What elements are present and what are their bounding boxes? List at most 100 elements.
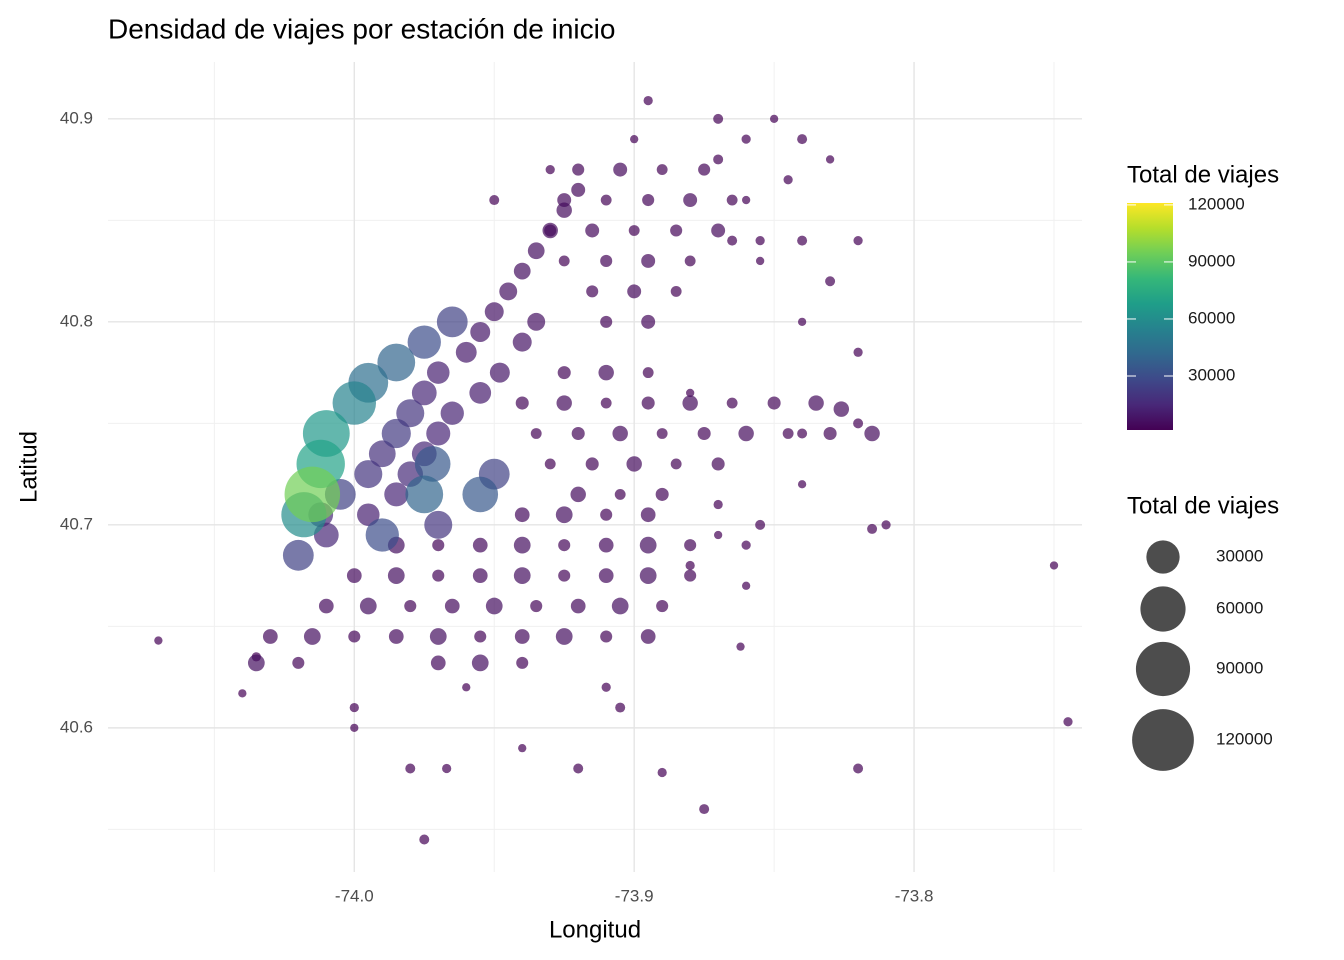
point xyxy=(474,630,487,643)
point xyxy=(683,193,698,208)
point xyxy=(284,466,341,523)
point xyxy=(656,428,668,439)
x-axis-label: Longitud xyxy=(549,916,641,943)
point xyxy=(332,381,377,425)
point xyxy=(424,510,453,539)
point xyxy=(727,235,738,246)
point xyxy=(755,519,766,530)
point xyxy=(601,682,611,692)
point xyxy=(641,314,656,329)
point xyxy=(640,629,656,644)
point xyxy=(684,569,697,582)
point xyxy=(516,656,529,669)
color-legend-title: Total de viajes xyxy=(1127,161,1279,188)
point xyxy=(429,628,447,645)
point xyxy=(455,341,477,363)
point xyxy=(444,598,460,614)
point xyxy=(154,636,163,645)
point xyxy=(755,236,765,246)
point xyxy=(797,235,808,246)
point xyxy=(499,282,518,301)
point xyxy=(462,476,499,513)
point xyxy=(472,537,488,553)
size-legend-key xyxy=(1146,540,1180,574)
point xyxy=(570,486,586,503)
point xyxy=(513,567,531,584)
point xyxy=(881,520,891,530)
point xyxy=(303,628,321,645)
point xyxy=(684,255,696,267)
point xyxy=(600,397,612,409)
point xyxy=(1063,717,1073,727)
point xyxy=(426,421,451,446)
point xyxy=(404,600,417,613)
point xyxy=(613,162,628,177)
point xyxy=(699,804,710,815)
chart-title: Densidad de viajes por estación de inici… xyxy=(108,13,615,44)
colorbar-label: 90000 xyxy=(1188,251,1235,270)
y-tick-label: 40.9 xyxy=(60,108,93,127)
point xyxy=(572,163,585,176)
point xyxy=(365,518,399,552)
point xyxy=(238,689,247,698)
point xyxy=(419,834,430,845)
point xyxy=(783,175,793,185)
point xyxy=(670,224,683,237)
point xyxy=(436,306,468,338)
point xyxy=(657,767,667,778)
point xyxy=(627,284,642,299)
point xyxy=(628,225,640,236)
point xyxy=(639,567,657,584)
point xyxy=(484,302,504,322)
point xyxy=(555,506,573,524)
point xyxy=(556,395,572,411)
y-tick-label: 40.7 xyxy=(60,514,93,533)
point xyxy=(489,195,500,206)
point xyxy=(598,568,614,583)
point xyxy=(714,530,723,540)
point xyxy=(388,629,404,644)
size-legend-label: 90000 xyxy=(1216,658,1263,677)
point xyxy=(585,223,600,238)
x-tick-label: -73.8 xyxy=(895,886,934,905)
point xyxy=(713,113,724,124)
point xyxy=(697,426,711,441)
point xyxy=(556,202,572,218)
point xyxy=(853,418,864,429)
point xyxy=(377,343,416,382)
colorbar-label: 60000 xyxy=(1188,308,1235,327)
point xyxy=(656,164,668,176)
point xyxy=(1049,561,1059,570)
point xyxy=(348,630,361,643)
point xyxy=(642,367,654,379)
point xyxy=(640,507,656,523)
point xyxy=(470,322,491,342)
point xyxy=(414,446,451,482)
point xyxy=(292,656,305,669)
point xyxy=(611,597,629,615)
point xyxy=(600,194,612,206)
point xyxy=(471,654,489,672)
size-legend-key xyxy=(1135,641,1191,697)
point xyxy=(643,95,653,106)
point xyxy=(670,458,682,470)
point xyxy=(853,347,863,357)
point xyxy=(598,537,614,553)
point xyxy=(514,629,530,644)
point xyxy=(711,223,726,238)
size-legend-label: 60000 xyxy=(1216,598,1263,617)
point xyxy=(558,255,570,267)
point xyxy=(489,362,510,383)
point xyxy=(542,222,558,239)
point xyxy=(512,332,532,352)
point xyxy=(615,702,626,713)
point xyxy=(586,285,599,298)
point xyxy=(442,763,452,774)
point xyxy=(354,460,383,489)
point xyxy=(853,236,863,246)
point xyxy=(797,134,808,145)
point xyxy=(641,253,656,268)
size-legend-label: 30000 xyxy=(1216,546,1263,565)
point xyxy=(853,763,864,774)
